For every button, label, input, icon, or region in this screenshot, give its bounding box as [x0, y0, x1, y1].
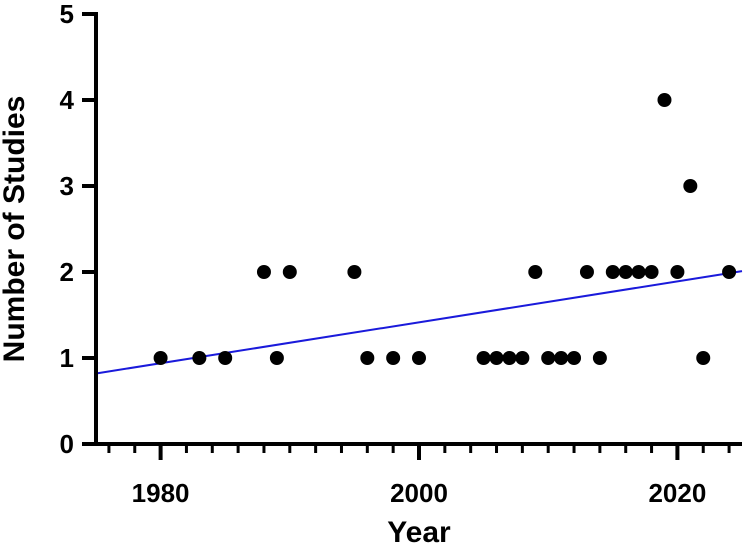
- data-point: [722, 265, 737, 279]
- y-axis-title: Number of Studies: [0, 96, 31, 363]
- data-points: [153, 93, 737, 365]
- data-point: [347, 265, 362, 279]
- y-tick-label: 2: [60, 257, 74, 287]
- x-axis-title: Year: [387, 516, 451, 549]
- data-point: [386, 351, 401, 365]
- data-point: [541, 351, 556, 365]
- data-point: [502, 351, 517, 365]
- axis-ticks: [82, 12, 731, 460]
- data-point: [282, 265, 297, 279]
- data-point: [153, 351, 168, 365]
- data-point: [515, 351, 530, 365]
- y-tick-labels: 0 1 2 3 4 5: [60, 0, 75, 459]
- data-point: [476, 351, 491, 365]
- y-tick-label: 5: [60, 0, 74, 29]
- x-tick-label: 2000: [390, 478, 448, 508]
- data-point: [528, 265, 543, 279]
- x-tick-label: 1980: [132, 478, 190, 508]
- data-point: [592, 351, 607, 365]
- x-tick-labels: 1980 2000 2020: [132, 478, 707, 508]
- data-point: [644, 265, 659, 279]
- x-tick-label: 2020: [648, 478, 706, 508]
- data-point: [579, 265, 594, 279]
- data-point: [218, 351, 233, 365]
- y-tick-label: 3: [60, 171, 74, 201]
- data-point: [567, 351, 582, 365]
- data-point: [192, 351, 207, 365]
- data-point: [269, 351, 284, 365]
- data-point: [618, 265, 633, 279]
- y-tick-label: 0: [60, 429, 74, 459]
- data-point: [605, 265, 620, 279]
- data-point: [670, 265, 685, 279]
- y-tick-label: 4: [60, 85, 75, 115]
- y-tick-label: 1: [60, 343, 74, 373]
- data-point: [360, 351, 375, 365]
- data-point: [256, 265, 271, 279]
- data-point: [554, 351, 569, 365]
- data-point: [683, 179, 698, 193]
- data-point: [631, 265, 646, 279]
- data-point: [696, 351, 711, 365]
- data-point: [657, 93, 672, 107]
- data-point: [489, 351, 504, 365]
- data-point: [412, 351, 426, 365]
